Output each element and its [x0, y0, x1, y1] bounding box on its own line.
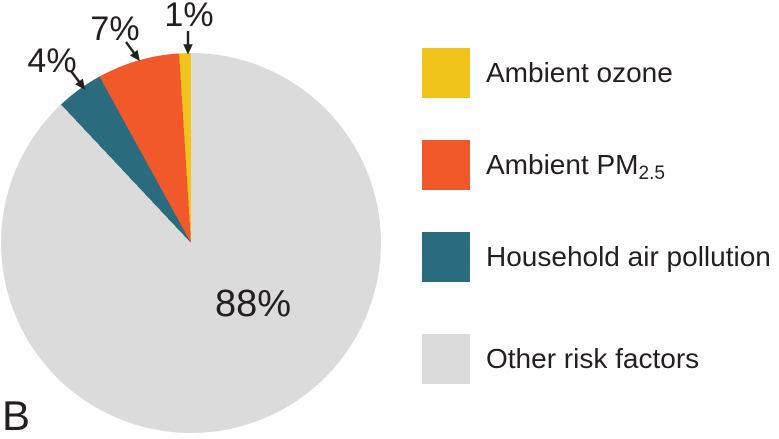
- legend-swatch-ambient-pm25: [422, 140, 470, 190]
- legend-label-ambient-pm25: Ambient PM2.5: [486, 149, 665, 185]
- legend-item-ambient-ozone: Ambient ozone: [422, 48, 673, 98]
- legend-label-text: Other risk factors: [486, 343, 700, 374]
- pie-slice-label-ambient-ozone: 1%: [164, 0, 214, 34]
- legend-swatch-household-air-pollution: [422, 232, 470, 282]
- legend-swatch-ambient-ozone: [422, 48, 470, 98]
- pie-chart: [1, 53, 381, 433]
- down-right-arrow-icon: [125, 41, 140, 62]
- legend-label-ambient-ozone: Ambient ozone: [486, 57, 673, 89]
- legend-label-household-air-pollution: Household air pollution: [486, 241, 771, 273]
- legend-label-text: Ambient PM: [486, 149, 639, 180]
- panel-label: B: [2, 392, 31, 439]
- legend-item-household-air-pollution: Household air pollution: [422, 232, 771, 282]
- legend-swatch-other-risk-factors: [422, 334, 470, 384]
- legend-label-subscript: 2.5: [638, 163, 665, 185]
- legend-label-text: Ambient ozone: [486, 57, 673, 88]
- legend-item-other-risk-factors: Other risk factors: [422, 334, 699, 384]
- legend-label-other-risk-factors: Other risk factors: [486, 343, 699, 375]
- pie-slice-label-household-air-pollution: 4%: [27, 42, 77, 80]
- down-right-arrow-icon: [70, 70, 86, 90]
- pie-slice-label-other-risk-factors: 88%: [214, 283, 292, 325]
- pie-slice-label-ambient-pm25: 7%: [90, 10, 140, 48]
- legend-label-text: Household air pollution: [486, 241, 771, 272]
- legend-item-ambient-pm25: Ambient PM2.5: [422, 140, 665, 190]
- down-arrow-icon: [183, 31, 193, 55]
